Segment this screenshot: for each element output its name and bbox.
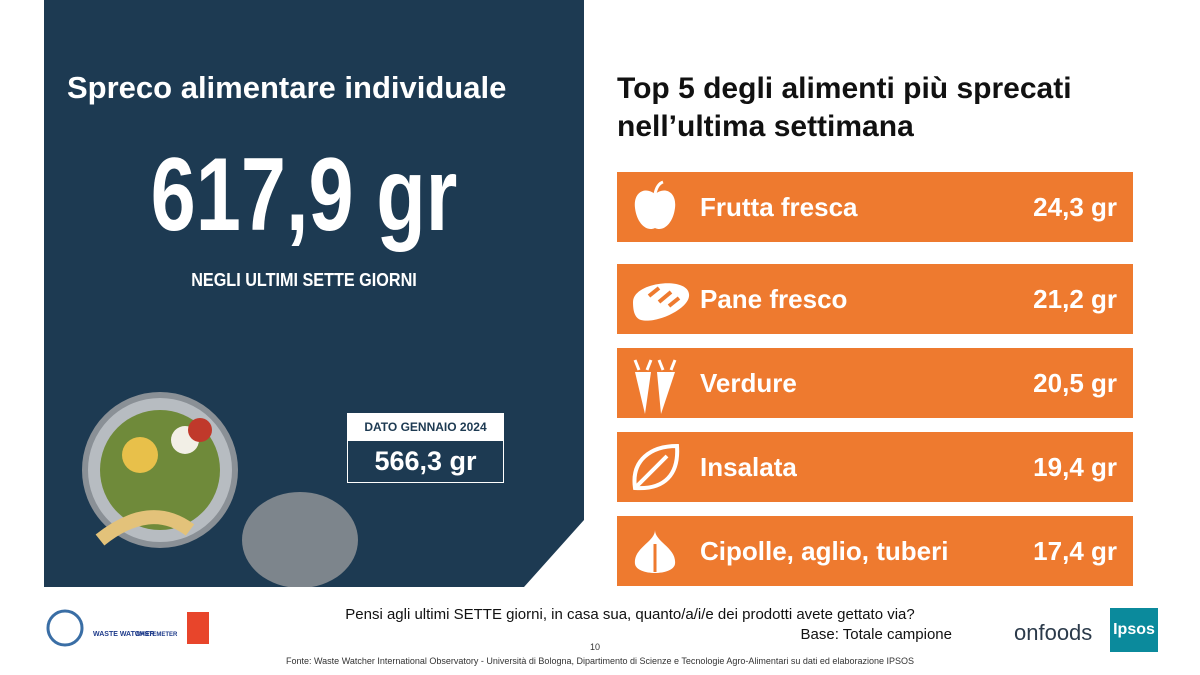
headline: 617,9 gr xyxy=(150,137,458,253)
item-row: Pane fresco 21,2 gr xyxy=(617,264,1133,334)
comparison-box: DATO GENNAIO 2024 566,3 gr xyxy=(347,413,504,483)
item-row: Insalata 19,4 gr xyxy=(617,432,1133,502)
item-label: Frutta fresca xyxy=(700,192,858,222)
bread-icon xyxy=(633,283,690,321)
logo-onfoods: onfoods xyxy=(1014,620,1093,645)
item-value: 17,4 gr xyxy=(1033,536,1117,566)
item-value: 24,3 gr xyxy=(1033,192,1117,222)
garlic-icon xyxy=(634,530,676,573)
logo-ipsos: Ipsos xyxy=(1110,608,1158,652)
partner-logos: WASTE WATCHER WASTEMETER xyxy=(46,609,209,647)
title-line: Top 5 degli alimenti più sprecati xyxy=(617,72,1072,105)
comparison-value: 566,3 gr xyxy=(374,446,477,476)
source: Fonte: Waste Watcher International Obser… xyxy=(286,656,914,666)
comparison-label: DATO GENNAIO 2024 xyxy=(348,414,503,441)
item-row: Verdure 20,5 gr xyxy=(617,348,1133,418)
item-label: Insalata xyxy=(700,452,797,482)
item-value: 21,2 gr xyxy=(1033,284,1117,314)
item-label: Pane fresco xyxy=(700,284,848,314)
carrot-icon xyxy=(633,359,677,414)
subtitle: NEGLI ULTIMI SETTE GIORNI xyxy=(191,270,417,290)
item-value: 20,5 gr xyxy=(1033,368,1117,398)
title-line: nell’ultima settimana xyxy=(617,110,914,143)
page-number: 10 xyxy=(590,642,601,652)
base: Base: Totale campione xyxy=(800,626,953,643)
item-row: Cipolle, aglio, tuberi 17,4 gr xyxy=(617,516,1133,586)
item-row: Frutta fresca 24,3 gr xyxy=(617,172,1133,242)
item-value: 19,4 gr xyxy=(1033,452,1117,482)
item-label: Cipolle, aglio, tuberi xyxy=(700,536,949,566)
logo-text: WASTE WATCHER xyxy=(93,631,155,638)
question: Pensi agli ultimi SETTE giorni, in casa … xyxy=(345,606,915,623)
right-title: Top 5 degli alimenti più sprecati nell’ul… xyxy=(617,70,1072,146)
apple-icon xyxy=(634,180,676,230)
item-label: Verdure xyxy=(700,368,797,398)
leaf-icon xyxy=(632,443,680,491)
logo-text: WASTEMETER xyxy=(135,632,178,638)
pot-illustration xyxy=(82,392,358,587)
panel-title: Spreco alimentare individuale xyxy=(67,70,507,105)
